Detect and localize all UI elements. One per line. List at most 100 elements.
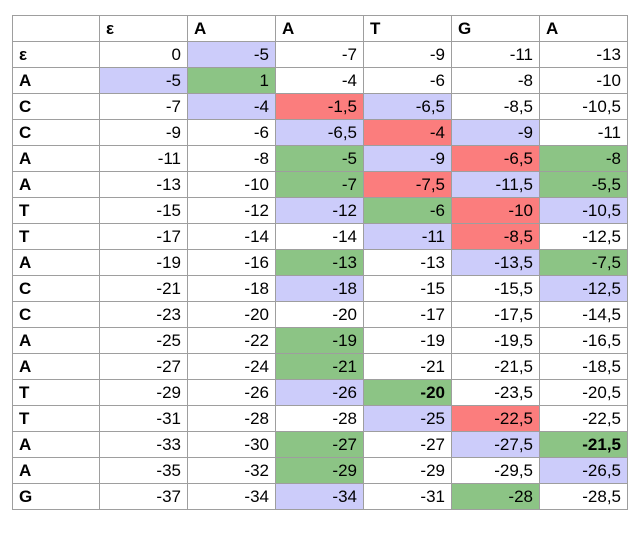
table-row: T -31 -28 -28 -25 -22,5 -22,5 — [12, 405, 628, 432]
table-row: A -35 -32 -29 -29 -29,5 -26,5 — [12, 457, 628, 484]
alignment-score-table: ε A A T G A ε 0 -5 -7 -9 -11 -13 A -5 1 -4 -6 -8 -10 C… — [12, 15, 628, 510]
score-cell: -7 — [275, 41, 364, 68]
score-cell: -5 — [187, 41, 276, 68]
score-cell: -5 — [275, 145, 364, 172]
table-row: T -17 -14 -14 -11 -8,5 -12,5 — [12, 223, 628, 250]
score-cell: -12 — [275, 197, 364, 224]
score-cell: -19 — [99, 249, 188, 276]
table-row: A -5 1 -4 -6 -8 -10 — [12, 67, 628, 94]
row-header: T — [12, 197, 100, 224]
header-row: ε A A T G A — [12, 15, 628, 42]
row-header: T — [12, 223, 100, 250]
score-cell: -12,5 — [539, 275, 628, 302]
score-cell: -6 — [363, 67, 452, 94]
score-cell: -10,5 — [539, 93, 628, 120]
score-cell: -19 — [363, 327, 452, 354]
table-row: C -21 -18 -18 -15 -15,5 -12,5 — [12, 275, 628, 302]
score-cell: -21,5 — [451, 353, 540, 380]
score-cell: -11,5 — [451, 171, 540, 198]
table-row: A -13 -10 -7 -7,5 -11,5 -5,5 — [12, 171, 628, 198]
score-cell: -7,5 — [539, 249, 628, 276]
table-row: A -11 -8 -5 -9 -6,5 -8 — [12, 145, 628, 172]
score-cell: -8 — [451, 67, 540, 94]
score-cell: -8,5 — [451, 223, 540, 250]
score-cell: -32 — [187, 457, 276, 484]
score-cell: -26 — [275, 379, 364, 406]
score-cell: -4 — [363, 119, 452, 146]
score-cell: -19 — [275, 327, 364, 354]
score-cell: -21 — [363, 353, 452, 380]
score-cell: -19,5 — [451, 327, 540, 354]
score-cell: -6,5 — [275, 119, 364, 146]
score-cell: -34 — [275, 483, 364, 510]
score-cell: -13 — [99, 171, 188, 198]
score-cell: -20,5 — [539, 379, 628, 406]
score-cell: -5 — [99, 67, 188, 94]
score-cell: -10,5 — [539, 197, 628, 224]
score-cell: -11 — [539, 119, 628, 146]
score-cell: -27 — [99, 353, 188, 380]
row-header: A — [12, 431, 100, 458]
row-header: T — [12, 405, 100, 432]
score-cell: -16,5 — [539, 327, 628, 354]
row-header: ε — [12, 41, 100, 68]
score-cell: -7 — [99, 93, 188, 120]
score-cell: -34 — [187, 483, 276, 510]
column-header: A — [539, 15, 628, 42]
score-cell: -20 — [187, 301, 276, 328]
score-cell: -6,5 — [451, 145, 540, 172]
score-cell: -8 — [187, 145, 276, 172]
score-cell: -1,5 — [275, 93, 364, 120]
score-cell: -31 — [363, 483, 452, 510]
score-cell: -22 — [187, 327, 276, 354]
row-header: C — [12, 301, 100, 328]
score-cell: -20 — [363, 379, 452, 406]
score-cell: -26 — [187, 379, 276, 406]
score-cell: -9 — [451, 119, 540, 146]
score-cell: -30 — [187, 431, 276, 458]
score-cell: -14 — [275, 223, 364, 250]
score-cell: -16 — [187, 249, 276, 276]
score-cell: -9 — [363, 145, 452, 172]
row-header: C — [12, 119, 100, 146]
score-cell: -18,5 — [539, 353, 628, 380]
score-cell: -20 — [275, 301, 364, 328]
table-row: C -7 -4 -1,5 -6,5 -8,5 -10,5 — [12, 93, 628, 120]
score-cell: -12,5 — [539, 223, 628, 250]
score-cell: -13 — [275, 249, 364, 276]
score-cell: -9 — [99, 119, 188, 146]
score-cell: -17 — [99, 223, 188, 250]
score-cell: -6 — [187, 119, 276, 146]
table-row: A -25 -22 -19 -19 -19,5 -16,5 — [12, 327, 628, 354]
score-cell: -12 — [187, 197, 276, 224]
score-cell: -23,5 — [451, 379, 540, 406]
score-cell: -27 — [363, 431, 452, 458]
score-cell: -4 — [275, 67, 364, 94]
row-header: A — [12, 249, 100, 276]
table-row: T -15 -12 -12 -6 -10 -10,5 — [12, 197, 628, 224]
score-cell: -13 — [363, 249, 452, 276]
score-cell: -35 — [99, 457, 188, 484]
score-cell: -29 — [275, 457, 364, 484]
score-cell: -10 — [539, 67, 628, 94]
score-cell: -14 — [187, 223, 276, 250]
score-cell: -28 — [451, 483, 540, 510]
score-cell: -11 — [451, 41, 540, 68]
row-header: T — [12, 379, 100, 406]
row-header: A — [12, 353, 100, 380]
table-row: A -33 -30 -27 -27 -27,5 -21,5 — [12, 431, 628, 458]
score-cell: -7,5 — [363, 171, 452, 198]
table-row: A -27 -24 -21 -21 -21,5 -18,5 — [12, 353, 628, 380]
score-cell: -26,5 — [539, 457, 628, 484]
corner-cell — [12, 15, 100, 42]
score-cell: -22,5 — [451, 405, 540, 432]
score-cell: -17 — [363, 301, 452, 328]
row-header: A — [12, 67, 100, 94]
score-cell: -6 — [363, 197, 452, 224]
score-cell: -28,5 — [539, 483, 628, 510]
score-cell: -21,5 — [539, 431, 628, 458]
score-cell: -10 — [451, 197, 540, 224]
score-cell: -28 — [187, 405, 276, 432]
score-cell: -11 — [363, 223, 452, 250]
score-cell: -31 — [99, 405, 188, 432]
